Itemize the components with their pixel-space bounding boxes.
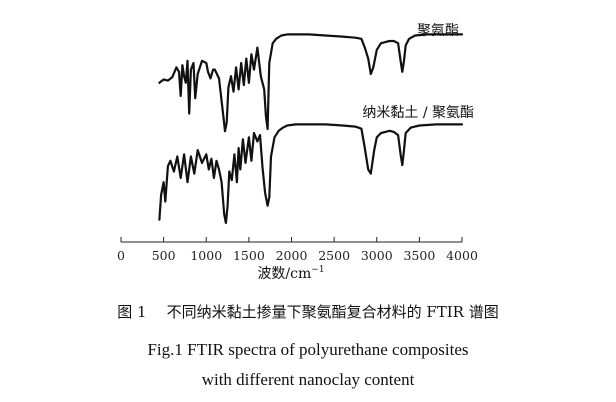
x-tick-label: 0 bbox=[117, 248, 125, 263]
figure-caption: 图 1 不同纳米黏土掺量下聚氨酯复合材料的 FTIR 谱图 Fig.1 FTIR … bbox=[117, 303, 498, 389]
caption-zh-text: 不同纳米黏土掺量下聚氨酯复合材料的 FTIR 谱图 bbox=[167, 303, 499, 321]
caption-zh: 图 1 不同纳米黏土掺量下聚氨酯复合材料的 FTIR 谱图 bbox=[117, 303, 498, 321]
x-tick-label: 2000 bbox=[276, 248, 308, 263]
x-axis-title-exponent: −1 bbox=[311, 265, 324, 275]
x-tick-label: 500 bbox=[152, 248, 176, 263]
x-tick-label: 4000 bbox=[446, 248, 478, 263]
spectrum-line-1 bbox=[158, 33, 464, 133]
x-tick-label: 2500 bbox=[318, 248, 350, 263]
x-tick-label: 1500 bbox=[233, 248, 265, 263]
x-tick-label: 3000 bbox=[361, 248, 393, 263]
caption-en-line2: with different nanoclay content bbox=[202, 370, 415, 389]
spectrum-line-2 bbox=[158, 123, 464, 224]
caption-en-line1: Fig.1 FTIR spectra of polyurethane compo… bbox=[147, 340, 468, 359]
caption-zh-number: 图 1 bbox=[117, 303, 146, 321]
series-label-nanoclay-polyurethane: 纳米黏土 / 聚氨酯 bbox=[362, 105, 474, 121]
x-axis-title-text: 波数/cm bbox=[257, 266, 311, 282]
x-axis-ticks: 0 500 1000 1500 2000 2500 3000 3500 4000 bbox=[117, 237, 478, 263]
spectra-layer bbox=[158, 33, 464, 224]
x-tick-label: 3500 bbox=[403, 248, 435, 263]
plot-area: 聚氨酯 纳米黏土 / 聚氨酯 0 500 1000 1500 2000 2500 3000 3… bbox=[117, 23, 478, 282]
x-tick-label: 1000 bbox=[190, 248, 222, 263]
x-axis-title: 波数/cm−1 bbox=[257, 265, 324, 282]
series-label-polyurethane: 聚氨酯 bbox=[417, 23, 459, 39]
